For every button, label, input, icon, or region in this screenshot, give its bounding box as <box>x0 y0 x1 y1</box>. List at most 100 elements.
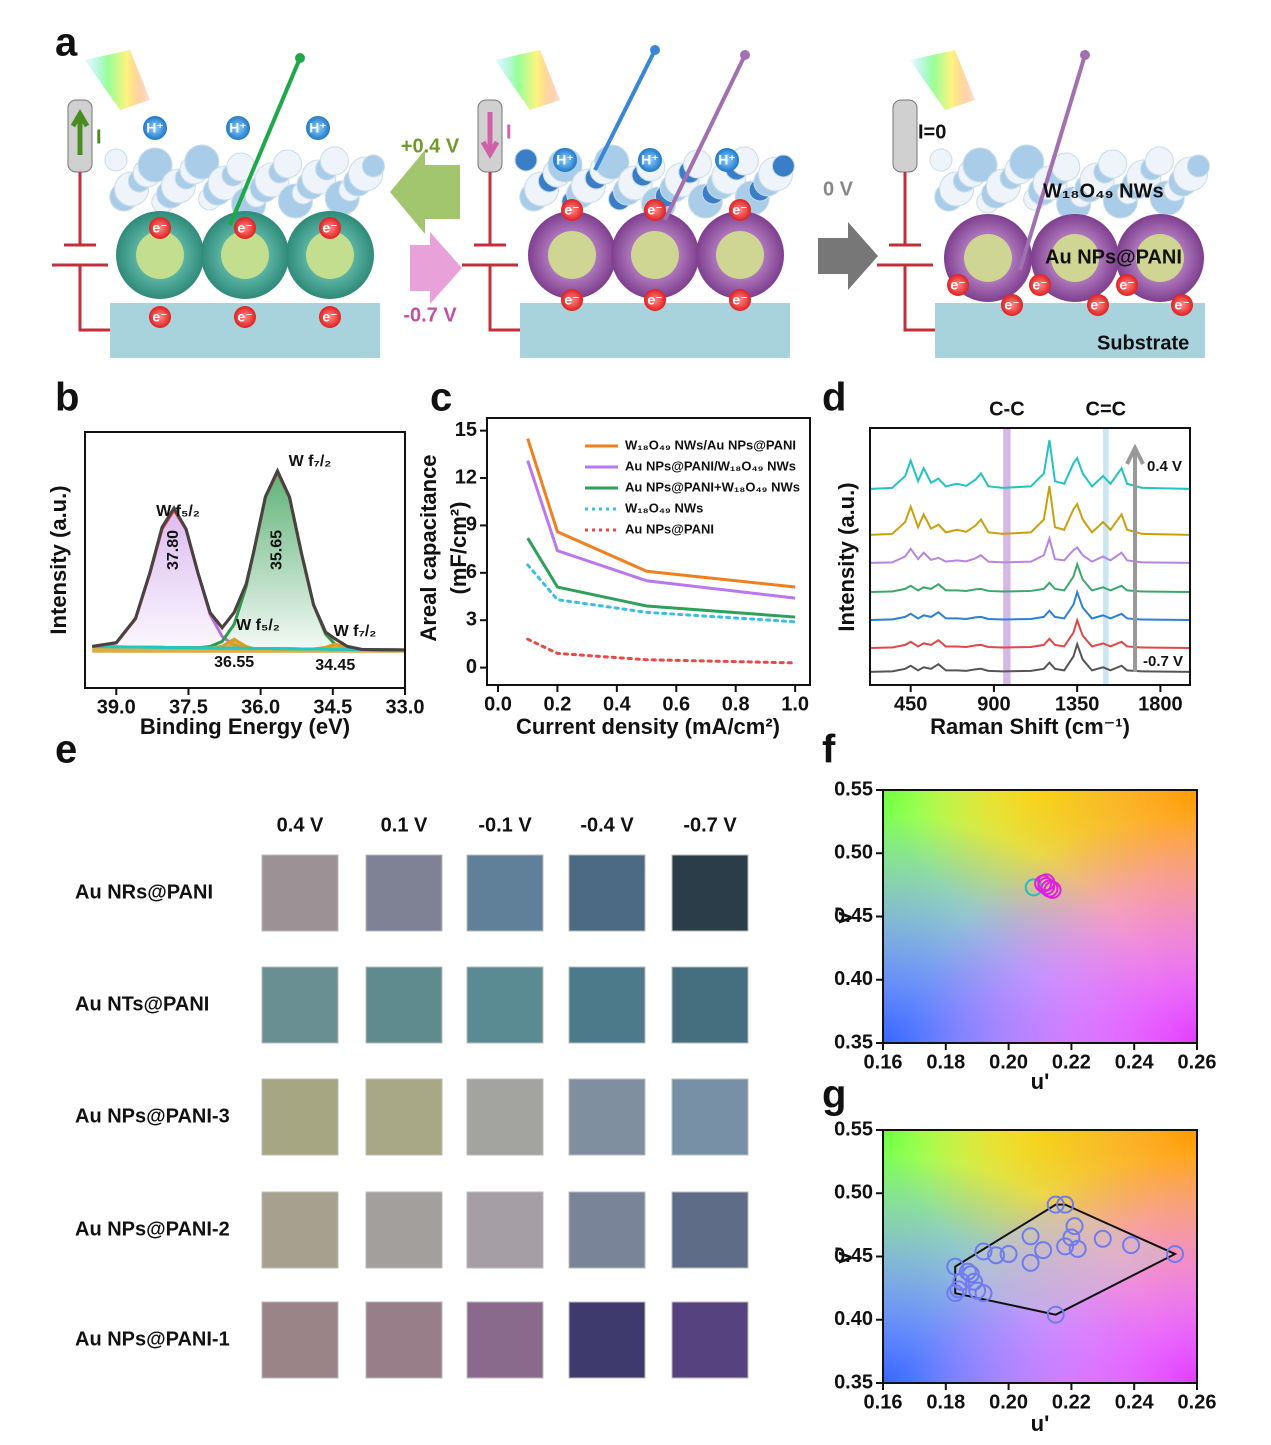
electron <box>149 217 171 239</box>
swatch <box>261 854 339 932</box>
x-axis-label: u' <box>1031 1069 1050 1094</box>
line <box>526 637 797 665</box>
row-label: Au NRs@PANI <box>75 881 213 903</box>
substrate <box>935 303 1205 358</box>
panel-label: g <box>822 1073 846 1117</box>
electron-label: e⁻ <box>322 220 337 236</box>
y-tick-label: 0.40 <box>834 1308 873 1330</box>
band-label: C-C <box>989 398 1025 420</box>
layer-label: Au NPs@PANI <box>1045 246 1182 268</box>
swatch <box>261 1301 339 1379</box>
electron-label: e⁻ <box>1090 297 1105 313</box>
panel-label: b <box>55 376 79 420</box>
layer-label: W₁₈O₄₉ NWs <box>1043 180 1164 202</box>
nanowire-bead <box>319 146 349 176</box>
x-tick-label: 0.0 <box>484 693 512 715</box>
electron <box>644 289 666 311</box>
swatch <box>261 966 339 1044</box>
swatch <box>568 1301 646 1379</box>
line <box>869 561 1191 593</box>
y-axis-label: Areal capacitance <box>416 454 441 641</box>
y-axis-label: v' <box>831 1246 856 1263</box>
electron-label: e⁻ <box>237 220 252 236</box>
x-tick-label: 0.18 <box>926 1051 965 1073</box>
y-tick-label: 6 <box>466 561 477 583</box>
electron-label: e⁻ <box>647 292 662 308</box>
x-tick-label: 0.18 <box>926 1391 965 1413</box>
light-arrow <box>1018 54 1087 271</box>
y-tick-label: 0.35 <box>834 1371 873 1393</box>
x-tick-label: 0.22 <box>1052 1391 1091 1413</box>
peak-annotation: W f₇/₂ <box>334 623 377 640</box>
y-tick-label: 3 <box>466 609 477 631</box>
x-tick-label: 1350 <box>1055 693 1100 715</box>
nanoparticle-core <box>631 231 679 279</box>
swatch <box>671 1078 749 1156</box>
row-label: Au NTs@PANI <box>75 993 209 1015</box>
current-arrow <box>480 112 500 159</box>
electron <box>1001 294 1023 316</box>
point <box>1056 1237 1075 1256</box>
x-tick-label: 1800 <box>1138 693 1183 715</box>
point <box>946 1257 965 1276</box>
proton <box>715 148 739 172</box>
x-tick-label: 0.6 <box>662 693 690 715</box>
x-tick-label: 450 <box>894 693 927 715</box>
y-tick-label: 12 <box>455 466 477 488</box>
y-tick-label: 0.50 <box>834 1182 873 1204</box>
point <box>965 1272 984 1291</box>
nanowire-bead <box>771 154 795 178</box>
point <box>1093 1229 1112 1248</box>
x-tick-label: 36.0 <box>241 696 280 718</box>
proton <box>226 116 250 140</box>
gamut-bg <box>883 790 1197 1043</box>
swatch <box>671 1301 749 1379</box>
electron <box>561 199 583 221</box>
arrow-head <box>1080 50 1090 60</box>
nanowire-bead <box>137 147 173 183</box>
row-label: Au NPs@PANI-3 <box>75 1105 230 1127</box>
y-tick-label: 0.45 <box>834 905 873 927</box>
point <box>974 1242 993 1261</box>
nanoparticle-core <box>548 231 596 279</box>
x-tick-label: 1.0 <box>781 693 809 715</box>
x-tick-label: 900 <box>977 693 1010 715</box>
x-tick-label: 0.26 <box>1178 1391 1217 1413</box>
peak-label: 36.55 <box>214 654 254 671</box>
potential-label: 0 V <box>823 178 854 200</box>
electron <box>1171 294 1193 316</box>
x-tick-label: 0.4 <box>603 693 632 715</box>
nanoparticle-core <box>1136 234 1184 282</box>
swatch <box>671 966 749 1044</box>
y-axis-label: Intensity (a.u.) <box>46 485 71 634</box>
y-axis-label: v' <box>831 906 856 923</box>
y-tick-label: 0.55 <box>834 1118 873 1140</box>
electron <box>234 217 256 239</box>
potential-label: -0.7 V <box>403 304 457 326</box>
nanoparticle-core <box>221 231 269 279</box>
current-label: I <box>96 126 102 148</box>
line <box>526 460 796 600</box>
electron <box>644 199 666 221</box>
x-tick-label: 34.5 <box>313 696 352 718</box>
swatch <box>365 966 443 1044</box>
nanowire-bead <box>104 148 128 172</box>
y-tick-label: 0.45 <box>834 1245 873 1267</box>
band <box>1003 428 1011 685</box>
current-arrow <box>70 109 90 155</box>
light-arrow <box>663 54 747 221</box>
point <box>987 1246 1006 1265</box>
nanoparticle-core <box>716 231 764 279</box>
row-label: Au NPs@PANI-2 <box>75 1218 230 1240</box>
swatch <box>466 854 544 932</box>
x-axis-label: Binding Energy (eV) <box>140 714 350 739</box>
legend-label: Au NPs@PANI/W₁₈O₄₉ NWs <box>625 458 796 473</box>
gamut-hull <box>954 1203 1178 1316</box>
electron-label: e⁻ <box>950 277 965 293</box>
nanowire-bead <box>1098 149 1128 179</box>
arrow-head <box>295 53 305 63</box>
proton-label: H⁺ <box>146 120 164 136</box>
electron-label: e⁻ <box>647 202 662 218</box>
swatch <box>671 854 749 932</box>
x-tick-label: 39.0 <box>97 696 136 718</box>
